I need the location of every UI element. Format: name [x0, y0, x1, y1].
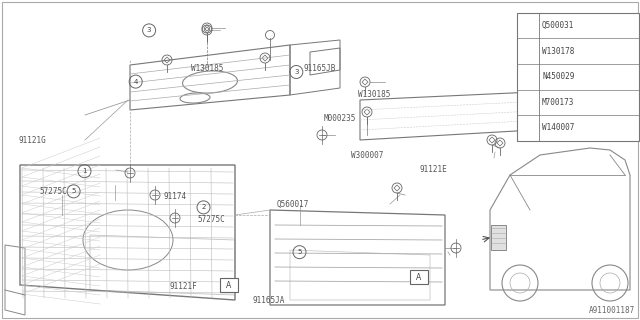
Text: 57275C: 57275C: [40, 188, 67, 196]
Text: 91174: 91174: [163, 192, 186, 201]
Text: 91121F: 91121F: [170, 282, 197, 291]
FancyBboxPatch shape: [491, 225, 506, 250]
Text: W130178: W130178: [542, 47, 575, 56]
Text: N450029: N450029: [542, 72, 575, 81]
Text: 4: 4: [134, 79, 138, 84]
Text: W130185: W130185: [191, 64, 223, 73]
Text: W130185: W130185: [358, 90, 391, 99]
Text: 5: 5: [72, 188, 76, 194]
Bar: [517, 13, 639, 141]
Text: 91121G: 91121G: [19, 136, 46, 145]
Text: 4: 4: [526, 100, 531, 105]
Text: 91121E: 91121E: [420, 165, 447, 174]
Text: W300007: W300007: [351, 151, 383, 160]
Text: M000235: M000235: [324, 114, 356, 123]
Text: 57275C: 57275C: [197, 215, 225, 224]
Text: Q500031: Q500031: [542, 21, 575, 30]
Text: 91165JB: 91165JB: [303, 64, 336, 73]
Text: 91165JA: 91165JA: [253, 296, 285, 305]
Text: A: A: [227, 281, 232, 290]
Text: A911001187: A911001187: [589, 306, 635, 315]
Text: W140007: W140007: [542, 124, 575, 132]
Text: 3: 3: [526, 74, 531, 80]
Text: 2: 2: [202, 204, 205, 210]
Text: M700173: M700173: [542, 98, 575, 107]
FancyBboxPatch shape: [220, 278, 238, 292]
Text: 3: 3: [147, 28, 152, 33]
Text: 1: 1: [82, 168, 87, 174]
Text: 1: 1: [526, 23, 531, 28]
Text: 5: 5: [298, 249, 301, 255]
Text: 3: 3: [294, 69, 299, 75]
FancyBboxPatch shape: [410, 270, 428, 284]
Text: Q560017: Q560017: [276, 200, 309, 209]
Text: 2: 2: [526, 48, 531, 54]
Text: A: A: [417, 273, 422, 282]
Text: 5: 5: [526, 125, 531, 131]
